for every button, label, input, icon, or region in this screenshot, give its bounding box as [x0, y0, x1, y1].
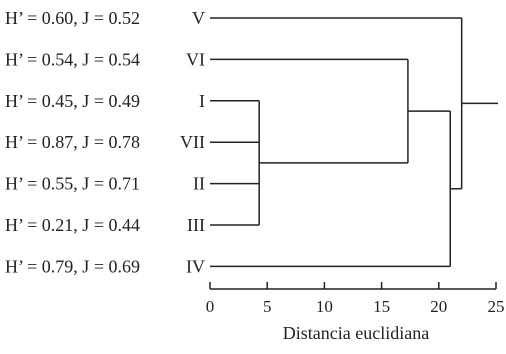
- diversity-index-label: H’ = 0.54, J = 0.54: [5, 49, 140, 69]
- x-axis-title: Distancia euclidiana: [283, 323, 429, 343]
- site-label: III: [187, 215, 205, 235]
- site-label: VII: [180, 132, 205, 152]
- x-tick-label: 5: [263, 297, 272, 316]
- diversity-index-label: H’ = 0.79, J = 0.69: [5, 256, 140, 276]
- x-tick-label: 25: [488, 297, 505, 316]
- site-label: I: [199, 91, 205, 111]
- diversity-index-label: H’ = 0.87, J = 0.78: [5, 132, 140, 152]
- site-label: IV: [186, 256, 205, 276]
- diversity-index-label: H’ = 0.55, J = 0.71: [5, 174, 140, 194]
- x-tick-label: 0: [206, 297, 215, 316]
- x-tick-label: 20: [430, 297, 447, 316]
- diversity-index-label: H’ = 0.45, J = 0.49: [5, 91, 140, 111]
- rows-layer: H’ = 0.60, J = 0.52 V H’ = 0.54, J = 0.54 V…: [5, 8, 205, 276]
- site-label: II: [193, 174, 205, 194]
- tree-layer: [210, 17, 498, 268]
- site-label: VI: [186, 49, 205, 69]
- x-axis: 0 5 10 15 20 25: [206, 282, 505, 316]
- site-label: V: [192, 8, 205, 28]
- x-tick-label: 15: [373, 297, 390, 316]
- diversity-index-label: H’ = 0.21, J = 0.44: [5, 215, 140, 235]
- x-tick-label: 10: [316, 297, 333, 316]
- diversity-index-label: H’ = 0.60, J = 0.52: [5, 8, 140, 28]
